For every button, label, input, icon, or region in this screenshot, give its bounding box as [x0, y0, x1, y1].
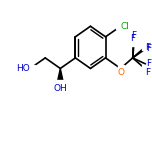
Bar [130, 40, 135, 46]
Bar [116, 23, 125, 29]
Text: F: F [145, 43, 150, 52]
Text: F: F [146, 59, 151, 68]
Bar [118, 66, 124, 71]
Text: F: F [145, 68, 150, 78]
Bar [25, 65, 35, 72]
Bar [142, 44, 147, 50]
Bar [55, 80, 66, 87]
Text: Cl: Cl [121, 22, 130, 31]
Text: HO: HO [16, 64, 30, 73]
Text: F: F [132, 31, 137, 40]
Text: O: O [117, 68, 124, 78]
Polygon shape [57, 68, 64, 84]
Text: OH: OH [54, 84, 67, 93]
Text: F: F [146, 44, 151, 53]
Bar [142, 66, 147, 71]
Text: F: F [130, 34, 135, 43]
